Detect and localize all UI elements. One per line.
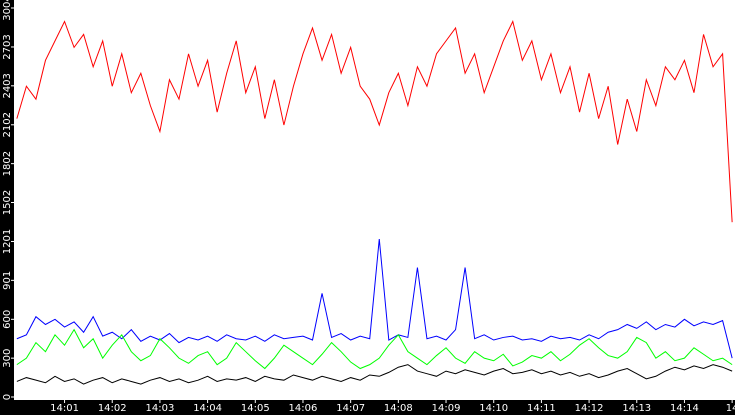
y-tick-label: 0: [2, 394, 13, 400]
x-tick-label: 14:11: [527, 403, 556, 414]
y-tick-label: 2102: [2, 112, 13, 137]
x-tick-label: 14:01: [50, 403, 79, 414]
x-tick-label: 14:07: [336, 403, 365, 414]
x-tick-label: 14: [726, 403, 735, 414]
x-tick-label: 14:06: [289, 403, 318, 414]
y-axis-band: [0, 0, 14, 415]
y-tick-label: 1201: [2, 229, 13, 254]
x-tick-label: 14:04: [193, 403, 222, 414]
y-tick-label: 1502: [2, 190, 13, 215]
x-tick-label: 14:05: [241, 403, 270, 414]
x-tick-label: 14:02: [98, 403, 127, 414]
x-tick-label: 14:08: [384, 403, 413, 414]
x-tick-label: 14:09: [432, 403, 461, 414]
x-tick-label: 14:14: [670, 403, 699, 414]
series-line: [16, 364, 733, 385]
y-tick-label: 2703: [2, 34, 13, 59]
y-tick-label: 600: [2, 310, 13, 329]
x-tick-label: 14:12: [575, 403, 604, 414]
x-tick-label: 14:10: [479, 403, 508, 414]
series-line: [16, 238, 733, 359]
series-line: [16, 20, 733, 223]
y-tick-label: 300: [2, 349, 13, 368]
y-tick-label: 3004: [2, 0, 13, 21]
series-line: [16, 328, 733, 370]
x-tick-label: 14:03: [146, 403, 175, 414]
y-tick-label: 901: [2, 271, 13, 290]
y-tick-label: 1802: [2, 151, 13, 176]
y-tick-label: 2403: [2, 73, 13, 98]
x-tick-label: 14:13: [622, 403, 651, 414]
x-axis-band: [0, 400, 735, 415]
